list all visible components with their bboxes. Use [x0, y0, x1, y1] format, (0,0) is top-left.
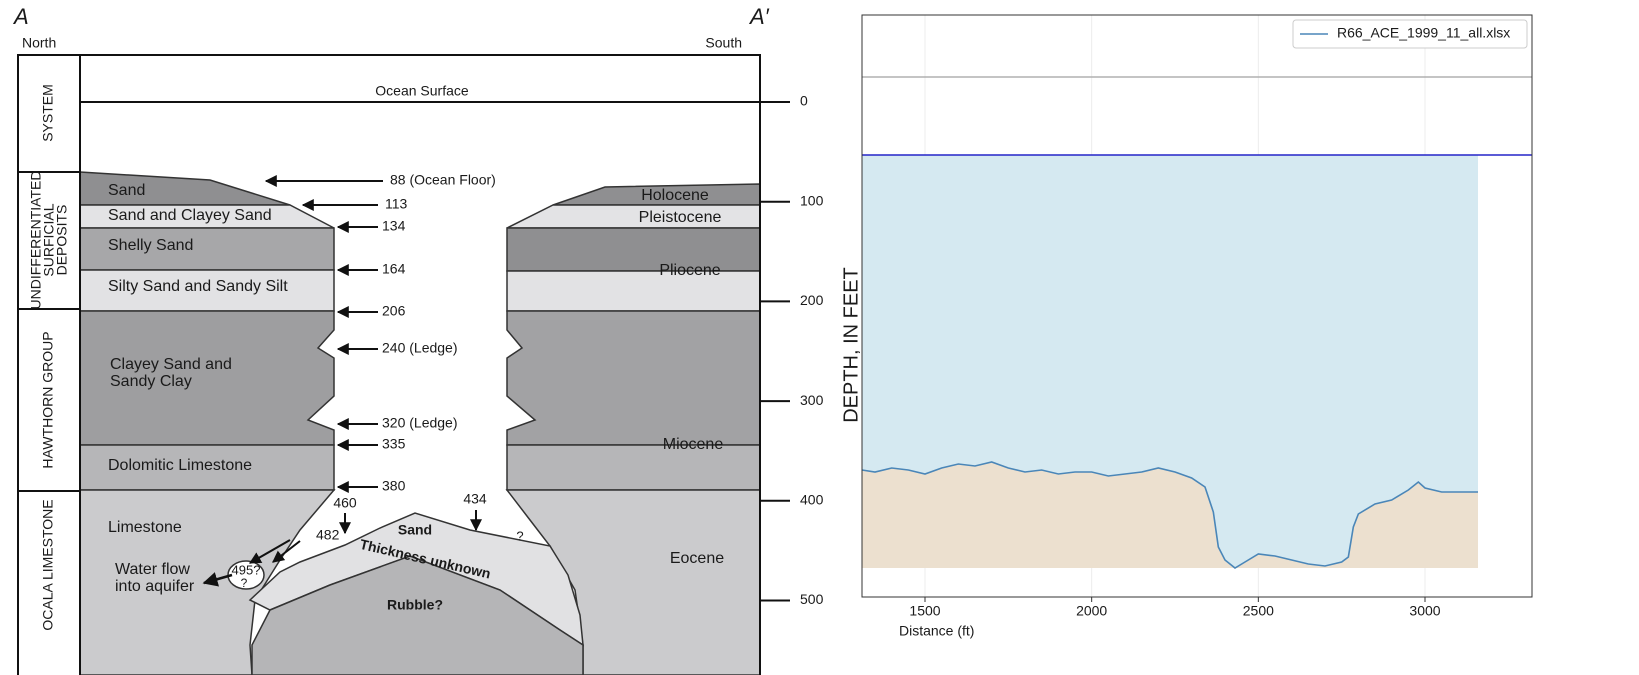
- layer-label: Clayey Sand and: [110, 356, 232, 373]
- layer: [507, 205, 760, 228]
- depth-tick-label: 300: [800, 392, 824, 408]
- depth-callout: 335: [382, 436, 406, 452]
- layer-label: Limestone: [108, 519, 182, 536]
- layer-label: Pleistocene: [639, 209, 722, 226]
- profile-chart: 1500 2000 2500 3000 R66_ACE_1999_11_all.xlsx…: [840, 15, 1532, 639]
- layer-label: Miocene: [663, 436, 724, 453]
- y-axis-label: DEPTH, IN FEET: [840, 267, 862, 423]
- cavity-label: ?: [241, 576, 248, 590]
- depth-tick-label: 100: [800, 192, 824, 208]
- depth-callout: 482: [316, 527, 340, 543]
- surface-label: Ocean Surface: [375, 83, 469, 99]
- depth-callout: 434: [463, 491, 487, 507]
- x-tick-label: 1500: [909, 603, 940, 619]
- system-label: SYSTEM: [40, 84, 56, 142]
- system-label: OCALA LIMESTONE: [40, 499, 56, 630]
- section-end: A′: [748, 4, 770, 29]
- cavity-label: Rubble?: [387, 597, 443, 613]
- depth-callout: 164: [382, 261, 406, 277]
- layer: [507, 311, 760, 445]
- layer-label: Sand: [108, 182, 145, 199]
- cavity-label: ?: [516, 528, 523, 543]
- layer-label: into aquifer: [115, 578, 195, 595]
- layer-label: Holocene: [641, 187, 709, 204]
- depth-tick-label: 0: [800, 93, 808, 109]
- direction: North: [22, 35, 56, 51]
- layer-label: Sandy Clay: [110, 373, 192, 390]
- x-tick-label: 3000: [1409, 603, 1440, 619]
- system-label: DEPOSITS: [54, 205, 70, 276]
- depth-callout: 206: [382, 303, 406, 319]
- depth-tick-label: 400: [800, 492, 824, 508]
- direction: South: [705, 35, 742, 51]
- cavity-label: Sand: [398, 522, 432, 538]
- system-label: HAWTHORN GROUP: [40, 331, 56, 468]
- depth-callout: 240 (Ledge): [382, 340, 458, 356]
- layer-label: Water flow: [115, 561, 190, 578]
- layer: [507, 228, 760, 271]
- depth-callout: 134: [382, 218, 406, 234]
- layer-label: Silty Sand and Sandy Silt: [108, 278, 288, 295]
- depth-callout: 460: [333, 495, 357, 511]
- layer: [507, 271, 760, 311]
- depth-tick-label: 500: [800, 591, 824, 607]
- layer-label: Dolomitic Limestone: [108, 457, 252, 474]
- depth-callout: 320 (Ledge): [382, 415, 458, 431]
- depth-callout: 380: [382, 478, 406, 494]
- page: { "diagram": { "section_start": "A", "se…: [0, 0, 1639, 675]
- x-tick-label: 2000: [1076, 603, 1107, 619]
- layer-label: Sand and Clayey Sand: [108, 207, 272, 224]
- depth-tick-label: 200: [800, 292, 824, 308]
- depth-callout: 88 (Ocean Floor): [390, 172, 496, 188]
- layer-label: Shelly Sand: [108, 237, 193, 254]
- layer-label: Pliocene: [659, 262, 720, 279]
- section-start: A: [12, 4, 29, 29]
- layer-label: Eocene: [670, 550, 724, 567]
- legend-label: R66_ACE_1999_11_all.xlsx: [1337, 25, 1510, 41]
- x-tick-label: 2500: [1243, 603, 1274, 619]
- page-canvas: A A′ North South SYSTEM UNDIFFERENTIATED…: [0, 0, 1639, 675]
- x-axis-label: Distance (ft): [899, 623, 974, 639]
- cross-section: A A′ North South SYSTEM UNDIFFERENTIATED…: [12, 4, 824, 675]
- depth-callout: 113: [385, 196, 408, 212]
